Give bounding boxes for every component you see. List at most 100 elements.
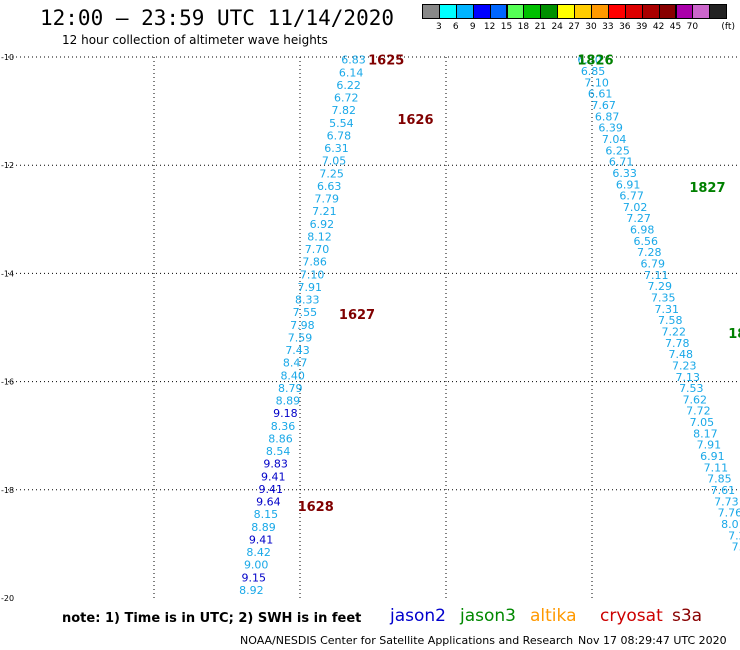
wave-height-value: 7.43 [285, 344, 310, 357]
wave-height-value: 6.78 [327, 129, 352, 142]
timestamp-text: Nov 17 08:29:47 UTC 2020 [578, 634, 727, 647]
wave-height-value: 5.54 [329, 117, 354, 130]
wave-height-value: 6.31 [324, 142, 349, 155]
wave-height-value: 8.17 [693, 427, 718, 440]
legend-label: 15 [500, 22, 513, 32]
legend-label: 70 [686, 22, 699, 32]
wave-height-value: 7.58 [658, 314, 683, 327]
wave-height-value: 8.12 [307, 230, 332, 243]
pass-number-label: 1628 [298, 500, 334, 515]
wave-height-value: 6.91 [616, 178, 641, 191]
legend-label: 36 [619, 22, 631, 32]
pass-number-label: 1828 [728, 327, 740, 342]
wave-height-value: 6.77 [619, 190, 644, 203]
wave-height-value: 7.28 [637, 246, 662, 259]
legend-label: 33 [602, 22, 614, 32]
wave-height-value: 6.98 [630, 224, 655, 237]
legend-label: 42 [652, 22, 665, 32]
wave-height-value: 6.14 [339, 66, 364, 79]
wave-height-value: 7.04 [602, 133, 627, 146]
satellite-label-jason3: jason3 [460, 606, 516, 626]
legend-label: 18 [517, 22, 530, 32]
wave-height-value: 6.91 [700, 450, 725, 463]
wave-height-value: 7.48 [669, 348, 694, 361]
wave-height-value: 7.27 [626, 212, 651, 225]
wave-height-value: 8.33 [295, 294, 320, 307]
wave-height-value: 7.78 [665, 337, 690, 350]
wave-height-value: 7.53 [679, 382, 704, 395]
wave-height-value: 6.63 [317, 180, 342, 193]
wave-height-value: 7.35 [651, 291, 676, 304]
wave-height-value: 8.89 [276, 395, 301, 408]
wave-height-value: 8.47 [283, 357, 308, 370]
pass-number-label: 1827 [689, 181, 725, 196]
wave-height-value: 6.72 [334, 92, 359, 105]
y-tick-label: -16 [1, 378, 14, 387]
wave-height-value: 7.25 [319, 167, 344, 180]
legend-label: 30 [585, 22, 597, 32]
legend-label: 39 [635, 22, 648, 32]
wave-height-value: 7.2 [728, 529, 740, 542]
legend-label: 12 [483, 22, 496, 32]
y-tick-label: -10 [1, 53, 14, 62]
wave-height-value: 7.73 [714, 495, 739, 508]
wave-height-value: 7.70 [305, 243, 330, 256]
wave-height-value: 6.83 [341, 54, 366, 67]
pass-number-label: 1627 [339, 308, 375, 323]
wave-height-value: 9.41 [249, 533, 274, 546]
legend-label: 9 [469, 22, 476, 32]
wave-height-value: 6.30 [577, 54, 602, 67]
page-title: 12:00 – 23:59 UTC 11/14/2020 [40, 6, 395, 30]
pass-number-label: 1826 [577, 54, 613, 69]
y-tick-label: -20 [1, 594, 14, 603]
pass-number-label: 1626 [397, 113, 433, 128]
wave-height-value: 7.86 [302, 256, 327, 269]
wave-height-value: 6.33 [612, 167, 637, 180]
wave-height-value: 7.22 [662, 325, 687, 338]
x-tick-label: -90 [731, 604, 740, 605]
wave-height-value: 6.56 [633, 235, 658, 248]
pass-number-label: 1625 [368, 54, 404, 69]
wave-height-value: 6.85 [581, 65, 606, 78]
satellite-label-cryosat: cryosat [600, 606, 663, 626]
wave-height-value: 7.91 [697, 439, 722, 452]
legend-unit: (ft) [721, 22, 735, 32]
x-tick-label: -105 [0, 604, 17, 605]
y-tick-label: -14 [1, 269, 14, 278]
wave-height-map: -10 -12 -14 -16 -18 -20-105 -102 -99 -96 -93 -90 6.… [0, 53, 740, 605]
wave-height-value: 7.2 [732, 541, 740, 554]
wave-height-value: 7.55 [293, 306, 318, 319]
wave-height-value: 6.87 [595, 110, 620, 123]
wave-height-value: 9.15 [242, 571, 267, 584]
wave-height-value: 7.91 [297, 281, 322, 294]
wave-height-value: 7.82 [332, 104, 357, 117]
wave-height-value: 7.10 [584, 76, 609, 89]
wave-height-value: 9.41 [259, 483, 284, 496]
wave-height-value: 7.98 [290, 319, 315, 332]
satellite-label-altika: altika [530, 606, 577, 626]
wave-height-value: 7.23 [672, 359, 697, 372]
wave-height-value: 8.42 [246, 546, 271, 559]
satellite-label-jason2: jason2 [390, 606, 446, 626]
wave-height-value: 9.83 [263, 458, 288, 471]
legend-label: 6 [452, 22, 459, 32]
wave-height-value: 8.79 [278, 382, 303, 395]
wave-height-value: 7.29 [647, 280, 672, 293]
wave-height-value: 9.18 [273, 407, 298, 420]
x-tick-label: -96 [439, 604, 452, 605]
wave-height-value: 7.67 [591, 99, 616, 112]
wave-height-value: 7.59 [288, 331, 313, 344]
wave-height-value: 7.10 [300, 268, 325, 281]
credit-text: NOAA/NESDIS Center for Satellite Applica… [240, 634, 574, 647]
wave-height-value: 7.61 [711, 484, 736, 497]
note-text: note: 1) Time is in UTC; 2) SWH is in fe… [62, 611, 362, 626]
wave-height-value: 8.40 [280, 369, 305, 382]
wave-height-value: 7.62 [683, 393, 708, 406]
legend-swatch [709, 4, 728, 19]
wave-height-value: 7.79 [315, 193, 340, 206]
wave-height-value: 7.05 [322, 155, 347, 168]
wave-height-value: 7.85 [707, 473, 732, 486]
wave-height-value: 6.22 [336, 79, 361, 92]
x-tick-label: -99 [293, 604, 306, 605]
wave-height-value: 7.02 [623, 201, 648, 214]
